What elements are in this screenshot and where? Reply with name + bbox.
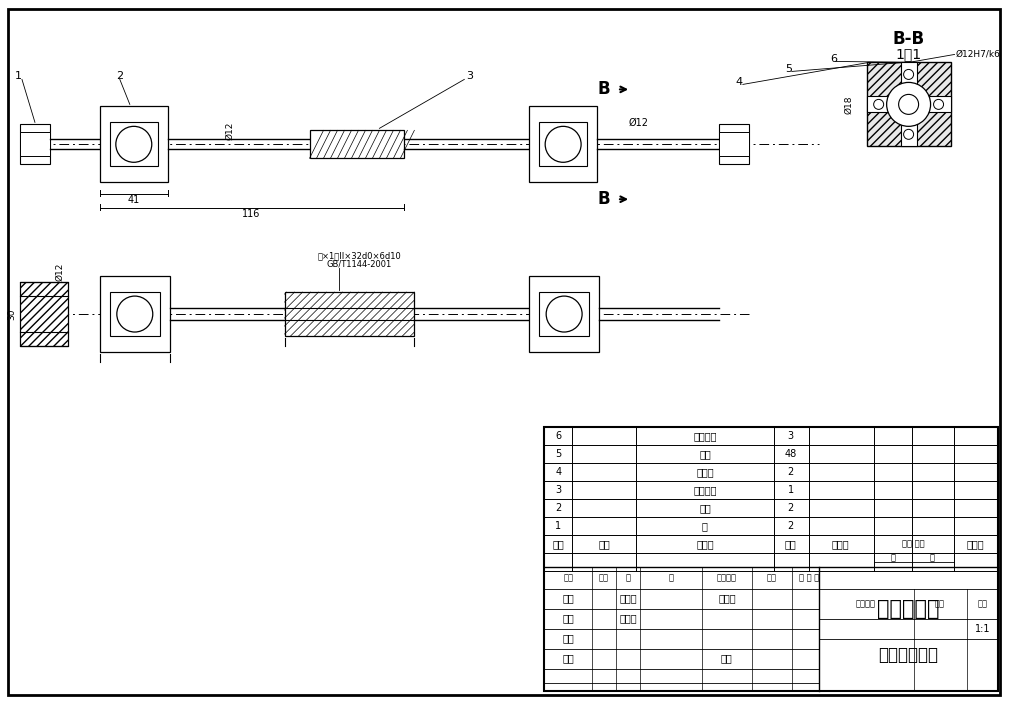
Text: 滑动花键: 滑动花键 [693, 485, 717, 495]
Text: 更改文件: 更改文件 [717, 573, 737, 582]
Text: 2: 2 [556, 503, 562, 513]
Text: 1: 1 [14, 71, 21, 82]
Text: 1: 1 [556, 521, 562, 531]
Text: 量: 量 [930, 553, 935, 562]
Text: 年 月 日: 年 月 日 [799, 573, 819, 582]
Text: 标准化: 标准化 [718, 593, 735, 603]
Bar [100, 276, 170, 352]
Text: 制图: 制图 [563, 614, 574, 624]
Text: 2: 2 [788, 467, 794, 477]
Text: 传动轴部装图: 传动轴部装图 [879, 646, 938, 664]
Circle shape [904, 70, 914, 80]
Text: 4: 4 [556, 467, 562, 477]
Text: B: B [598, 80, 610, 99]
Text: 备　注: 备 注 [967, 539, 985, 548]
Circle shape [933, 99, 943, 109]
Circle shape [899, 94, 919, 114]
Bar [539, 122, 587, 166]
Text: Ø12: Ø12 [56, 263, 65, 282]
Text: 名　幕: 名 幕 [696, 539, 714, 548]
Bar [719, 132, 748, 156]
Text: Ø12: Ø12 [629, 118, 649, 127]
Bar [901, 63, 917, 146]
Circle shape [117, 296, 153, 332]
Bar [539, 292, 589, 336]
Text: 4: 4 [735, 77, 742, 87]
Bar [529, 106, 597, 182]
Circle shape [546, 296, 582, 332]
Circle shape [887, 82, 930, 126]
Text: 比例: 比例 [978, 599, 988, 608]
Bar [20, 125, 49, 164]
Text: 阶段标记: 阶段标记 [855, 599, 876, 608]
Text: 5: 5 [786, 65, 792, 75]
Text: 3: 3 [788, 431, 794, 441]
Text: 48: 48 [785, 449, 797, 459]
Text: 重: 重 [890, 553, 895, 562]
Text: 2: 2 [788, 521, 794, 531]
Circle shape [116, 126, 152, 163]
Bar [867, 63, 950, 146]
Bar [110, 292, 160, 336]
Text: 单件 总计: 单件 总计 [902, 539, 925, 548]
Text: 1：1: 1：1 [896, 47, 922, 61]
Text: 序号: 序号 [552, 539, 564, 548]
Bar [544, 427, 999, 691]
Bar [529, 276, 599, 352]
Text: 十字轴: 十字轴 [696, 467, 714, 477]
Text: 2: 2 [788, 503, 794, 513]
Text: 工艺: 工艺 [563, 653, 574, 664]
Circle shape [545, 126, 581, 163]
Text: 批准: 批准 [721, 653, 733, 664]
Text: 30: 30 [7, 308, 16, 320]
Bar [867, 96, 950, 113]
Bar [20, 282, 68, 346]
Bar [719, 125, 748, 164]
Text: 数量: 数量 [785, 539, 797, 548]
Text: 1:1: 1:1 [975, 624, 990, 634]
Text: 重量: 重量 [934, 599, 944, 608]
Text: Ø12H7/k6: Ø12H7/k6 [955, 50, 1001, 59]
Text: B: B [598, 190, 610, 208]
Text: 3: 3 [466, 71, 473, 82]
Text: 材　料: 材 料 [832, 539, 849, 548]
Bar [100, 106, 168, 182]
Text: Ø12: Ø12 [225, 121, 234, 139]
Text: 6: 6 [556, 431, 562, 441]
Text: 2: 2 [116, 71, 123, 82]
Text: 轴: 轴 [702, 521, 708, 531]
Bar [309, 130, 404, 158]
Text: 116: 116 [242, 209, 261, 219]
Text: 签名: 签名 [767, 573, 777, 582]
Text: 标记: 标记 [564, 573, 573, 582]
Text: 摆杆: 摆杆 [699, 449, 711, 459]
Text: 41: 41 [127, 195, 140, 206]
Text: 1: 1 [788, 485, 794, 495]
Bar [20, 132, 49, 156]
Text: B-B: B-B [893, 30, 925, 49]
Circle shape [874, 99, 884, 109]
Text: Ø18: Ø18 [844, 95, 853, 113]
Text: 塔里木大学: 塔里木大学 [878, 598, 940, 619]
Text: 接头: 接头 [699, 503, 711, 513]
Text: 5: 5 [556, 449, 562, 459]
Text: 区: 区 [669, 573, 674, 582]
Text: 审核: 审核 [563, 634, 574, 643]
Text: 处数: 处数 [599, 573, 609, 582]
Bar [285, 292, 414, 336]
Bar [110, 122, 158, 166]
Text: 摆杆外筒: 摆杆外筒 [693, 431, 717, 441]
Text: 3: 3 [556, 485, 562, 495]
Text: 分: 分 [625, 573, 630, 582]
Text: GB/T1144-2001: GB/T1144-2001 [327, 260, 392, 269]
Circle shape [904, 130, 914, 139]
Text: 六×1级II×32d0×6d10: 六×1级II×32d0×6d10 [317, 251, 401, 260]
Text: 郁良庆: 郁良庆 [619, 614, 637, 624]
Text: 郁良庆: 郁良庆 [619, 593, 637, 603]
Text: 设计: 设计 [563, 593, 574, 603]
Text: 6: 6 [830, 54, 837, 65]
Text: 代号: 代号 [598, 539, 610, 548]
